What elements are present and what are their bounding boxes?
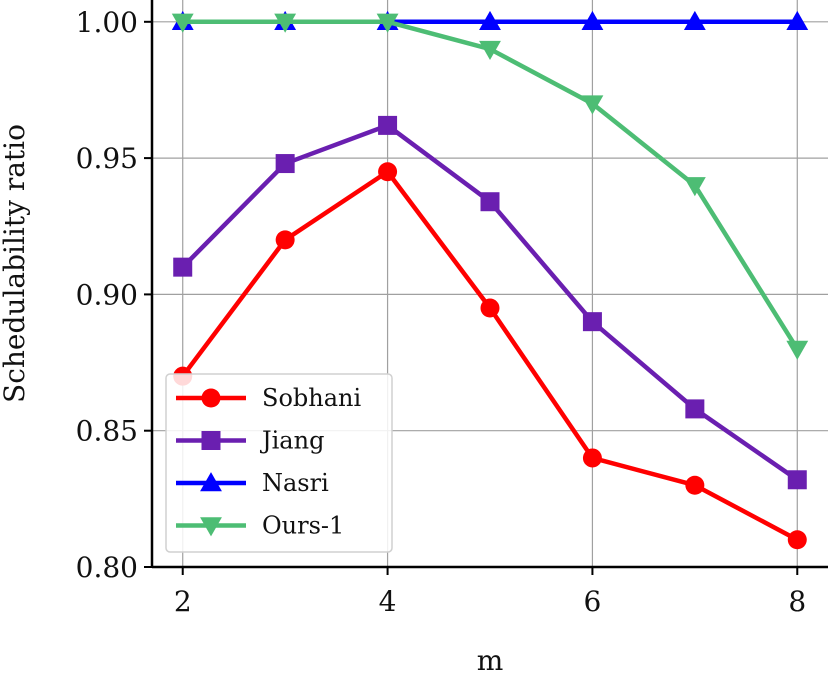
legend-entry-nasri: Nasri [176, 469, 329, 497]
data-point-nasri [581, 10, 604, 31]
data-point-ours-1 [376, 13, 399, 33]
data-point-ours-1 [683, 177, 706, 197]
data-point-nasri [683, 10, 706, 31]
x-tick-label: 6 [584, 585, 602, 618]
legend-label-sobhani: Sobhani [262, 384, 361, 412]
legend-label-ours-1: Ours-1 [262, 512, 344, 540]
data-point-jiang [275, 154, 295, 174]
data-point-ours-1 [786, 340, 809, 360]
y-tick-label: 0.80 [76, 551, 138, 584]
legend-marker-jiang [201, 431, 221, 450]
data-point-sobhani [480, 298, 500, 318]
y-tick-label: 1.00 [76, 6, 138, 39]
y-tick-label: 0.90 [76, 278, 138, 311]
data-point-sobhani [582, 448, 602, 468]
data-point-sobhani [275, 230, 295, 250]
legend-entry-sobhani: Sobhani [176, 384, 361, 412]
x-tick-label: 4 [379, 585, 397, 618]
legend-label-jiang: Jiang [259, 427, 324, 455]
data-point-ours-1 [581, 95, 604, 115]
legend-entry-jiang: Jiang [176, 427, 324, 455]
data-point-sobhani [378, 162, 398, 182]
data-point-ours-1 [171, 13, 194, 33]
data-point-sobhani [685, 475, 705, 495]
series-jiang [173, 115, 807, 490]
y-tick-label: 0.85 [76, 415, 138, 448]
legend-marker-nasri [200, 472, 222, 492]
tick-labels: 2 4 6 8 0.80 0.85 0.90 0.95 1.00 [76, 6, 807, 618]
legend-entry-ours-1: Ours-1 [176, 512, 344, 540]
data-point-jiang [378, 115, 398, 135]
data-point-nasri [786, 10, 809, 31]
legend: Sobhani Jiang Nasri Ours-1 [165, 373, 393, 553]
data-point-nasri [479, 10, 501, 31]
x-axis-label: m [477, 644, 504, 677]
data-point-jiang [685, 399, 705, 419]
data-point-jiang [173, 257, 193, 277]
data-point-ours-1 [274, 13, 297, 33]
data-point-jiang [787, 470, 807, 490]
legend-marker-ours-1 [200, 517, 222, 537]
axes [144, 0, 828, 575]
data-point-sobhani [787, 530, 807, 550]
y-axis-label: Schedulability ratio [0, 124, 31, 403]
legend-label-nasri: Nasri [262, 469, 329, 497]
data-point-ours-1 [479, 40, 501, 60]
legend-marker-sobhani [201, 388, 221, 408]
x-tick-label: 2 [174, 585, 192, 618]
legend-box [165, 373, 393, 553]
data-point-jiang [480, 192, 500, 212]
y-tick-label: 0.95 [76, 142, 138, 175]
series-ours-1 [171, 13, 809, 360]
x-tick-label: 8 [788, 585, 806, 618]
data-point-jiang [582, 312, 602, 332]
